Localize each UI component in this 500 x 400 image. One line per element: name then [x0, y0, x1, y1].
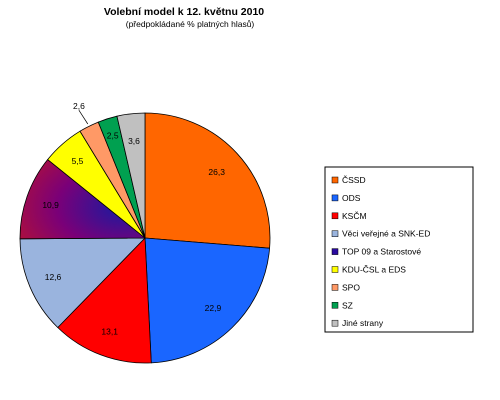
data-label-spo: 2,6 [73, 101, 85, 111]
legend-swatch-top-09-a-starostove [331, 248, 339, 255]
legend-swatch-ods [331, 194, 339, 202]
data-label-ods: 22,9 [205, 303, 222, 313]
legend-label-top-09-a-starostove: TOP 09 a Starostové [342, 247, 421, 257]
legend-swatch-spo [331, 284, 339, 291]
legend-label-spo: SPO [342, 282, 360, 292]
pie-slice-kscm [57, 237, 152, 364]
chart-title: Volební model k 12. květnu 2010 [104, 6, 264, 18]
legend: ČSSD ODS KSČM Věci veřejné a SNK-ED TOP 09 a… [324, 166, 474, 333]
chart-subtitle: (předpokládané % platných hlasů) [126, 19, 255, 29]
data-label-jine-strany: 3,6 [128, 136, 140, 146]
pie-slice-cssd [144, 112, 271, 249]
legend-swatch-sz [331, 302, 339, 309]
data-label-veci-verejne-a-snk-ed: 12,6 [45, 272, 62, 282]
legend-swatch-cssd [331, 176, 339, 184]
data-label-sz: 2,5 [107, 131, 119, 141]
data-label-cssd: 26,3 [208, 167, 225, 177]
legend-label-kscm: KSČM [342, 211, 367, 221]
legend-label-ods: ODS [342, 193, 361, 203]
legend-label-jine-strany: Jiné strany [342, 318, 384, 328]
pie-slice-veci-verejne-a-snk-ed [19, 237, 146, 329]
leader-line-spo [78, 110, 89, 125]
data-label-top-09-a-starostove: 10,9 [42, 200, 59, 210]
data-label-kdu-csl-a-eds: 5,5 [72, 156, 84, 166]
data-label-kscm: 13,1 [101, 327, 118, 337]
legend-box [324, 166, 474, 333]
legend-label-veci-verejne-a-snk-ed: Věci veřejné a SNK-ED [342, 229, 430, 239]
legend-swatch-kscm [331, 212, 339, 220]
pie-slice-ods [144, 237, 271, 364]
legend-label-sz: SZ [342, 300, 353, 310]
data-labels: 26,3 22,9 13,1 12,6 10,9 5,5 2,6 2,5 3,6 [42, 101, 225, 336]
legend-label-kdu-csl-a-eds: KDU-ČSL a EDS [342, 265, 406, 275]
legend-swatch-veci-verejne-a-snk-ed [331, 230, 339, 237]
pie-slices [19, 112, 271, 364]
legend-swatch-kdu-csl-a-eds [331, 266, 339, 273]
pie-slice-top-09-a-starostove [19, 158, 147, 240]
pie-slice-jine-strany [116, 112, 146, 239]
legend-label-cssd: ČSSD [342, 175, 366, 185]
legend-swatch-jine-strany [331, 319, 339, 327]
